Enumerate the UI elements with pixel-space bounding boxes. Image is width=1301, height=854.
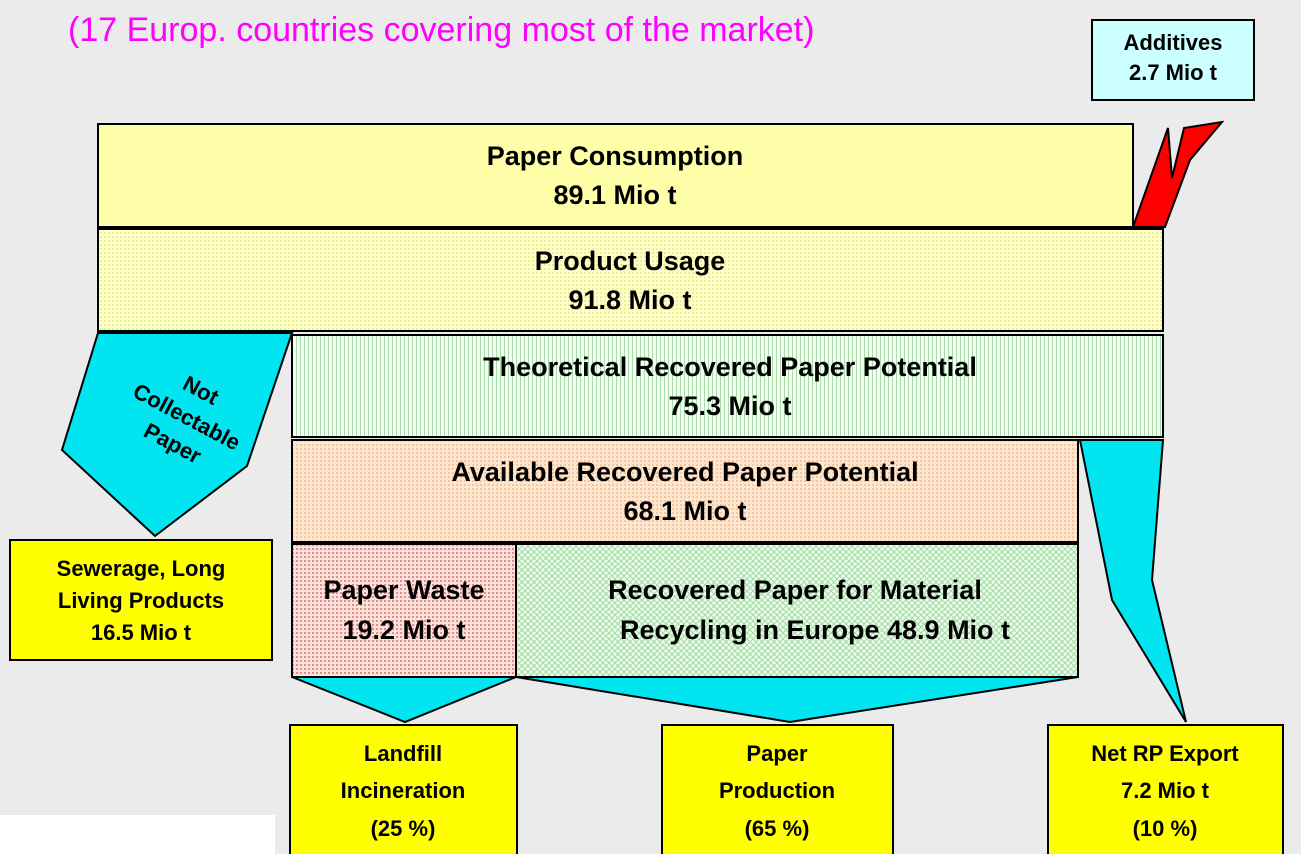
- label: Sewerage, Long: [57, 556, 226, 581]
- label: Available Recovered Paper Potential: [451, 457, 918, 487]
- blank-area: [0, 815, 275, 854]
- export-arrow: [1078, 439, 1187, 723]
- label: Paper Consumption: [487, 141, 744, 171]
- label: Paper: [746, 741, 808, 766]
- label: 19.2 Mio t: [342, 615, 465, 645]
- label: Recycling in Europe 48.9 Mio t: [620, 615, 1010, 645]
- label: Recovered Paper for Material: [608, 575, 982, 605]
- additives-box: [1091, 19, 1255, 101]
- label: Living Products: [58, 588, 224, 613]
- additives-arrow: [1131, 120, 1225, 228]
- label: 7.2 Mio t: [1121, 778, 1210, 803]
- subtitle: (17 Europ. countries covering most of th…: [68, 11, 814, 49]
- landfill-box: [289, 724, 518, 854]
- production-box: [661, 724, 894, 854]
- label: Theoretical Recovered Paper Potential: [483, 352, 977, 382]
- label: 75.3 Mio t: [668, 391, 791, 421]
- label: Paper Waste: [323, 575, 484, 605]
- export-box: [1047, 724, 1284, 854]
- usage-box: [97, 228, 1164, 332]
- consumption-box: [97, 123, 1134, 228]
- available-box: [291, 439, 1079, 543]
- label: 68.1 Mio t: [623, 496, 746, 526]
- label: Landfill: [364, 741, 442, 766]
- label: (65 %): [745, 816, 810, 841]
- label: 91.8 Mio t: [568, 285, 691, 315]
- label: 2.7 Mio t: [1129, 60, 1218, 85]
- label: 16.5 Mio t: [91, 620, 192, 645]
- label: Product Usage: [535, 246, 726, 276]
- label: Additives: [1123, 30, 1222, 55]
- label: 89.1 Mio t: [553, 180, 676, 210]
- label: Production: [719, 778, 835, 803]
- label: (25 %): [371, 816, 436, 841]
- recovered-box: [515, 543, 1079, 678]
- theoretical-box: [291, 334, 1164, 438]
- label: Incineration: [341, 778, 466, 803]
- label: Net RP Export: [1091, 741, 1239, 766]
- waste-box: [291, 543, 517, 678]
- label: (10 %): [1133, 816, 1198, 841]
- sewerage-box: [9, 539, 273, 661]
- not-collectable-arrow: [60, 332, 294, 538]
